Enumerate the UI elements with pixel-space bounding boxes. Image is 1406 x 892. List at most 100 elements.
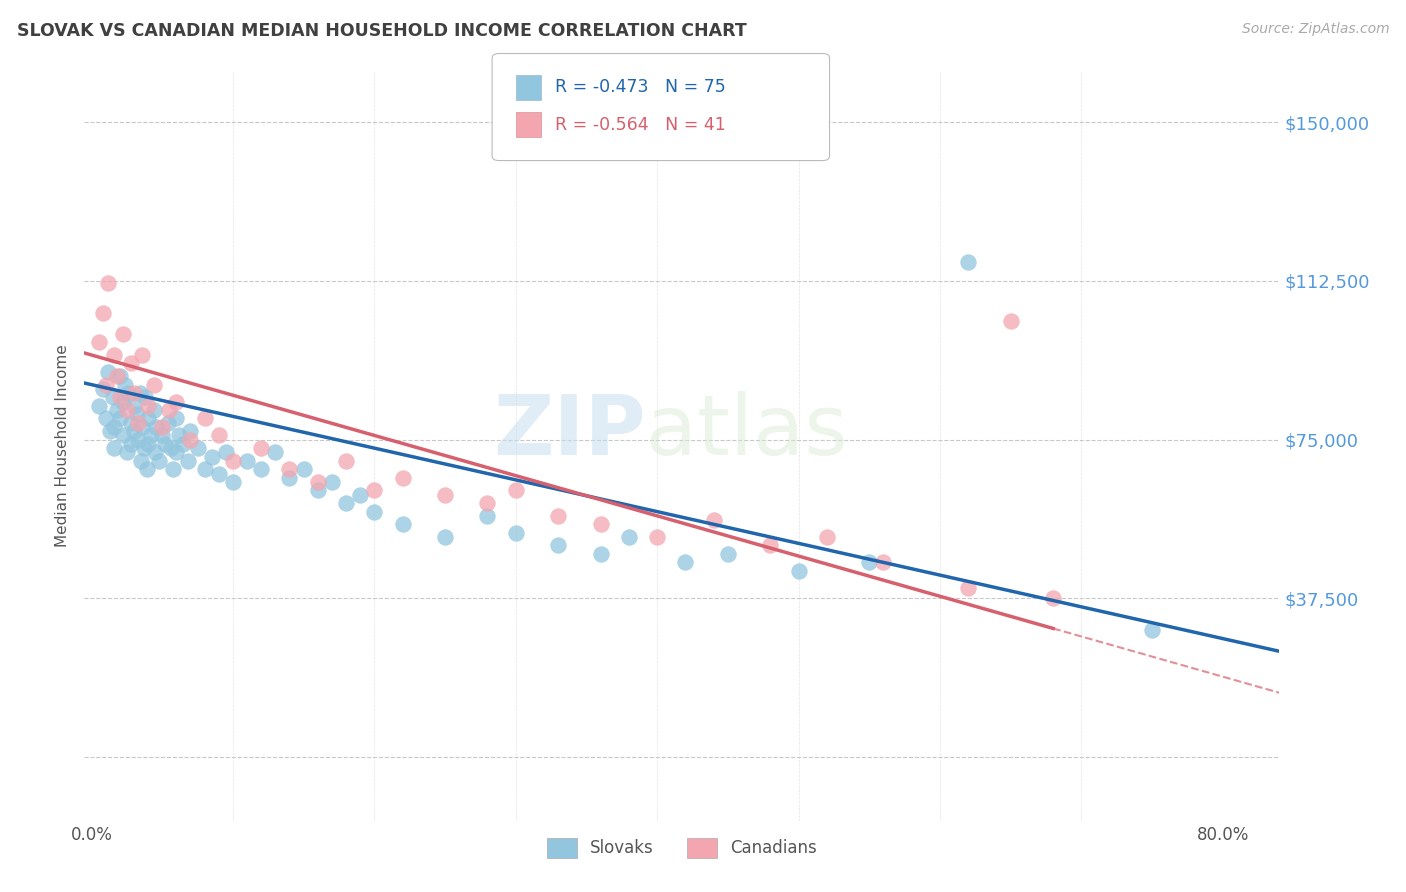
Point [108,390,131,404]
Point [165,411,187,425]
Point [391,517,413,532]
Point [167,428,190,442]
Point [115,403,138,417]
Point [108,369,131,384]
Point [150,428,173,442]
Point [120,356,142,370]
Point [872,556,894,570]
Text: R = -0.473   N = 75: R = -0.473 N = 75 [555,78,725,96]
Point [105,369,128,384]
Point [91,306,114,320]
Point [222,475,245,489]
Text: SLOVAK VS CANADIAN MEDIAN HOUSEHOLD INCOME CORRELATION CHART: SLOVAK VS CANADIAN MEDIAN HOUSEHOLD INCO… [17,22,747,40]
Point [148,454,170,468]
Point [477,508,499,523]
Point [91,382,114,396]
Point [250,441,273,455]
Point [547,508,569,523]
Point [208,428,231,442]
Point [815,530,838,544]
Point [278,462,301,476]
Point [145,420,167,434]
Text: Source: ZipAtlas.com: Source: ZipAtlas.com [1241,22,1389,37]
Point [129,454,152,468]
Point [139,428,162,442]
Point [87,335,110,350]
Point [122,399,145,413]
Point [111,394,134,409]
Point [589,517,612,532]
Point [162,462,184,476]
Point [150,420,173,434]
Point [787,564,810,578]
Point [179,424,201,438]
Point [176,454,198,468]
Point [128,386,150,401]
Point [122,424,145,438]
Point [477,496,499,510]
Point [143,445,166,459]
Point [127,416,149,430]
Point [117,386,139,401]
Point [547,539,569,553]
Point [142,403,165,417]
Point [101,390,124,404]
Legend: Slovaks, Canadians: Slovaks, Canadians [540,831,824,864]
Point [131,420,153,434]
Point [94,411,117,425]
Point [132,441,155,455]
Point [127,433,149,447]
Point [157,403,180,417]
Point [98,424,121,438]
Point [153,437,176,451]
Point [1140,623,1163,637]
Text: atlas: atlas [647,391,848,472]
Point [391,471,413,485]
Point [142,377,165,392]
Point [1000,314,1022,328]
Y-axis label: Median Household Income: Median Household Income [55,344,70,548]
Point [103,348,125,362]
Point [156,416,179,430]
Point [292,462,315,476]
Text: ZIP: ZIP [494,391,647,472]
Point [120,416,142,430]
Point [122,386,145,401]
Point [165,445,187,459]
Point [115,445,138,459]
Point [114,377,136,392]
Point [103,420,125,434]
Point [321,475,343,489]
Point [111,428,134,442]
Point [250,462,273,476]
Point [97,276,120,290]
Point [111,326,134,341]
Point [236,454,259,468]
Point [172,437,194,451]
Point [264,445,287,459]
Point [136,399,159,413]
Point [645,530,668,544]
Point [194,462,217,476]
Point [505,525,527,540]
Point [165,394,187,409]
Point [505,483,527,498]
Point [105,403,128,417]
Point [136,411,159,425]
Point [87,399,110,413]
Point [957,255,980,269]
Point [434,530,457,544]
Point [201,450,224,464]
Point [159,441,181,455]
Point [363,483,385,498]
Point [617,530,640,544]
Point [703,513,725,527]
Point [589,547,612,561]
Point [208,467,231,481]
Point [675,556,697,570]
Text: R = -0.564   N = 41: R = -0.564 N = 41 [555,116,725,134]
Point [215,445,238,459]
Point [335,454,357,468]
Point [363,505,385,519]
Point [307,483,329,498]
